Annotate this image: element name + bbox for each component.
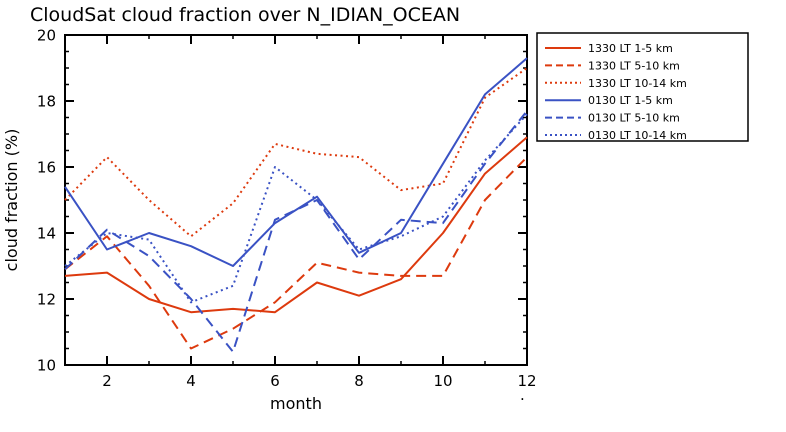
series-line-0130-lt-10-14-km <box>64 113 528 304</box>
legend-item-0130-lt-1-5-km: 0130 LT 1-5 km <box>545 94 673 107</box>
y-tick-label: 16 <box>37 159 56 177</box>
plot-area: 10 12 14 16 18 20 2 4 6 8 10 12 <box>37 27 537 391</box>
x-tick-label: 10 <box>433 372 452 390</box>
legend-item-0130-lt-5-10-km: 0130 LT 5-10 km <box>545 112 680 125</box>
legend-label: 0130 LT 5-10 km <box>588 112 680 125</box>
x-tick-label: 6 <box>270 372 280 390</box>
legend-label: 1330 LT 5-10 km <box>588 59 680 72</box>
y-tick-label: 10 <box>37 357 56 375</box>
axes-frame <box>64 34 528 366</box>
legend-item-1330-lt-10-14-km: 1330 LT 10-14 km <box>545 77 687 90</box>
legend-label: 1330 LT 1-5 km <box>588 42 673 55</box>
legend-label: 0130 LT 10-14 km <box>588 129 687 142</box>
chart-title: CloudSat cloud fraction over N_IDIAN_OCE… <box>30 4 460 26</box>
legend-item-1330-lt-5-10-km: 1330 LT 5-10 km <box>545 59 680 72</box>
y-tick-label: 18 <box>37 93 56 111</box>
legend-item-1330-lt-1-5-km: 1330 LT 1-5 km <box>545 42 673 55</box>
x-tick-label: 12 <box>517 372 536 390</box>
y-tick-label: 20 <box>37 27 56 45</box>
legend-item-0130-lt-10-14-km: 0130 LT 10-14 km <box>545 129 687 142</box>
x-tick-label: 2 <box>102 372 112 390</box>
y-tick-label: 12 <box>37 291 56 309</box>
series-line-1330-lt-5-10-km <box>64 156 528 350</box>
stray-dot: . <box>520 386 525 404</box>
series-line-0130-lt-5-10-km <box>64 110 528 353</box>
x-tick-label: 4 <box>186 372 196 390</box>
legend-box <box>536 32 749 142</box>
series-line-0130-lt-1-5-km <box>64 57 528 267</box>
series-line-1330-lt-1-5-km <box>64 136 528 314</box>
y-tick-label: 14 <box>37 225 56 243</box>
legend-label: 1330 LT 10-14 km <box>588 77 687 90</box>
series-line-1330-lt-10-14-km <box>64 67 528 238</box>
y-axis-label: cloud fraction (%) <box>2 129 21 272</box>
legend: 1330 LT 1-5 km 1330 LT 5-10 km 1330 LT 10-… <box>536 32 749 142</box>
legend-label: 0130 LT 1-5 km <box>588 94 673 107</box>
x-axis-label: month <box>270 394 322 413</box>
x-tick-label: 8 <box>354 372 364 390</box>
